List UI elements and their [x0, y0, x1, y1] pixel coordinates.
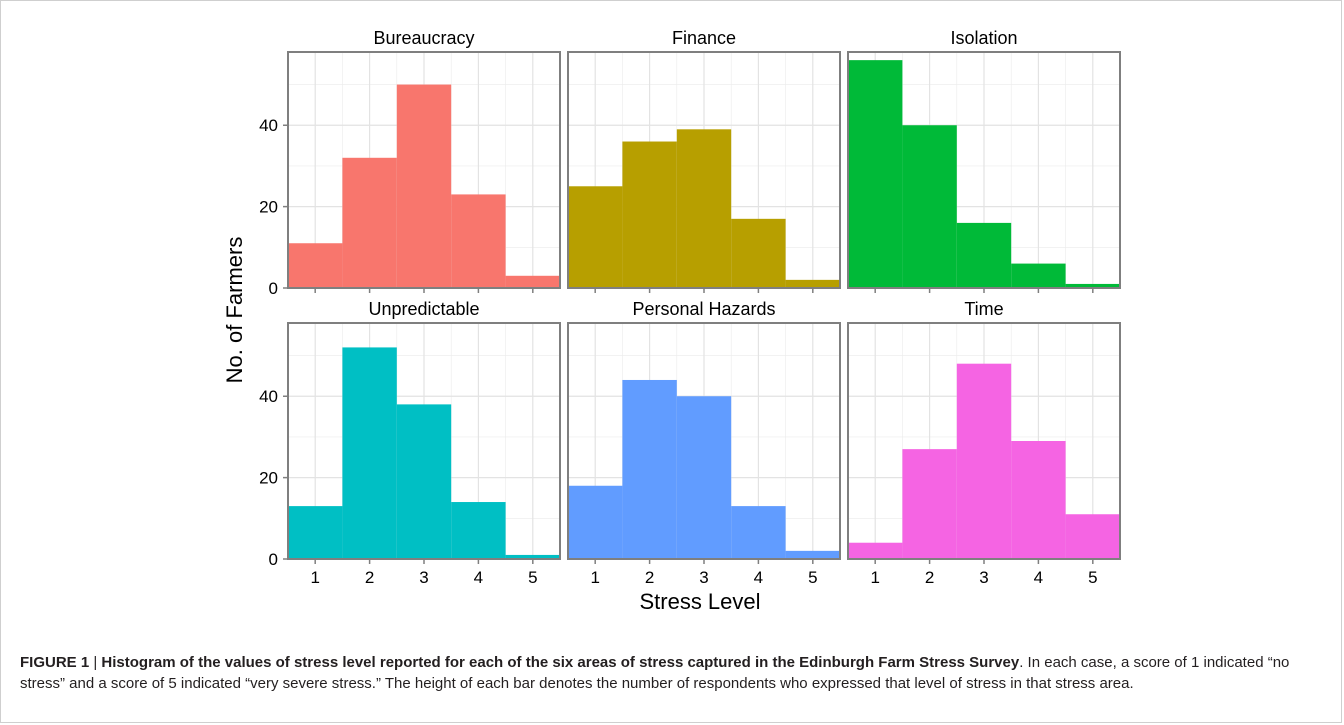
- x-tick-label: 4: [1034, 568, 1043, 587]
- x-tick-label: 1: [310, 568, 319, 587]
- histogram-bar: [396, 84, 452, 288]
- x-tick-label: 4: [474, 568, 483, 587]
- x-tick-label: 2: [925, 568, 934, 587]
- x-tick-label: 4: [754, 568, 763, 587]
- y-axis-label: No. of Farmers: [222, 237, 247, 384]
- histogram-bar: [451, 194, 506, 288]
- caption-title: Histogram of the values of stress level …: [101, 654, 1020, 671]
- histogram-bar: [505, 554, 560, 559]
- histogram-bar: [785, 550, 840, 559]
- y-tick-label: 40: [259, 116, 278, 135]
- facet-panel: Unpredictable 0 20 40 1 2 3 4 5: [259, 299, 561, 587]
- x-tick-label: 3: [419, 568, 428, 587]
- histogram-bar: [622, 379, 677, 559]
- x-tick-label: 3: [699, 568, 708, 587]
- caption-body: . In each case, a score of 1 indicated “…: [20, 654, 1290, 692]
- histogram-bar: [1065, 283, 1120, 288]
- facet-title: Finance: [672, 28, 736, 48]
- x-tick-label: 5: [528, 568, 537, 587]
- x-tick-label: 1: [590, 568, 599, 587]
- x-axis-label: Stress Level: [639, 589, 760, 614]
- x-tick-label: 1: [870, 568, 879, 587]
- x-tick-label: 3: [979, 568, 988, 587]
- histogram-bar: [848, 542, 903, 559]
- histogram-bar: [505, 275, 560, 288]
- histogram-bar: [848, 60, 903, 288]
- y-tick-label: 0: [269, 550, 278, 569]
- facet-panel: Personal Hazards 1 2 3 4 5: [567, 299, 841, 587]
- histogram-bar: [342, 347, 397, 559]
- y-tick-label: 20: [259, 198, 278, 217]
- x-tick-label: 5: [808, 568, 817, 587]
- histogram-bar: [676, 396, 732, 559]
- histogram-bar: [568, 186, 623, 288]
- caption-separator: |: [89, 654, 102, 671]
- histogram-bar: [956, 222, 1012, 288]
- facet-panel: Time 1 2 3 4 5: [847, 299, 1121, 587]
- y-tick-label: 0: [269, 279, 278, 298]
- facet-title: Personal Hazards: [632, 299, 775, 319]
- facet-panel: Bureaucracy 0 20 40: [259, 28, 561, 298]
- figure-caption: FIGURE 1 | Histogram of the values of st…: [20, 652, 1320, 694]
- facet-title: Isolation: [950, 28, 1017, 48]
- histogram-bar: [568, 485, 623, 559]
- histogram-bar: [288, 243, 343, 288]
- facet-title: Time: [964, 299, 1003, 319]
- histogram-bar: [451, 502, 506, 559]
- histogram-bar: [1065, 514, 1120, 559]
- histogram-bar: [902, 449, 957, 559]
- histogram-bar: [676, 129, 732, 288]
- x-tick-label: 5: [1088, 568, 1097, 587]
- histogram-bar: [1011, 263, 1066, 288]
- histogram-bar: [785, 279, 840, 288]
- histogram-bar: [731, 506, 786, 559]
- histogram-bar: [956, 363, 1012, 559]
- histogram-bar: [902, 125, 957, 288]
- facet-title: Unpredictable: [368, 299, 479, 319]
- histogram-bar: [1011, 441, 1066, 559]
- histogram-bar: [731, 218, 786, 288]
- x-tick-label: 2: [645, 568, 654, 587]
- facet-panel: Finance: [567, 28, 841, 293]
- histogram-bar: [622, 141, 677, 288]
- facet-panel: Isolation: [847, 28, 1121, 293]
- histogram-bar: [396, 404, 452, 559]
- histogram-bar: [288, 506, 343, 559]
- y-tick-label: 20: [259, 469, 278, 488]
- y-tick-label: 40: [259, 387, 278, 406]
- caption-label: FIGURE 1: [20, 654, 90, 671]
- facet-title: Bureaucracy: [373, 28, 474, 48]
- histogram-bar: [342, 157, 397, 288]
- x-tick-label: 2: [365, 568, 374, 587]
